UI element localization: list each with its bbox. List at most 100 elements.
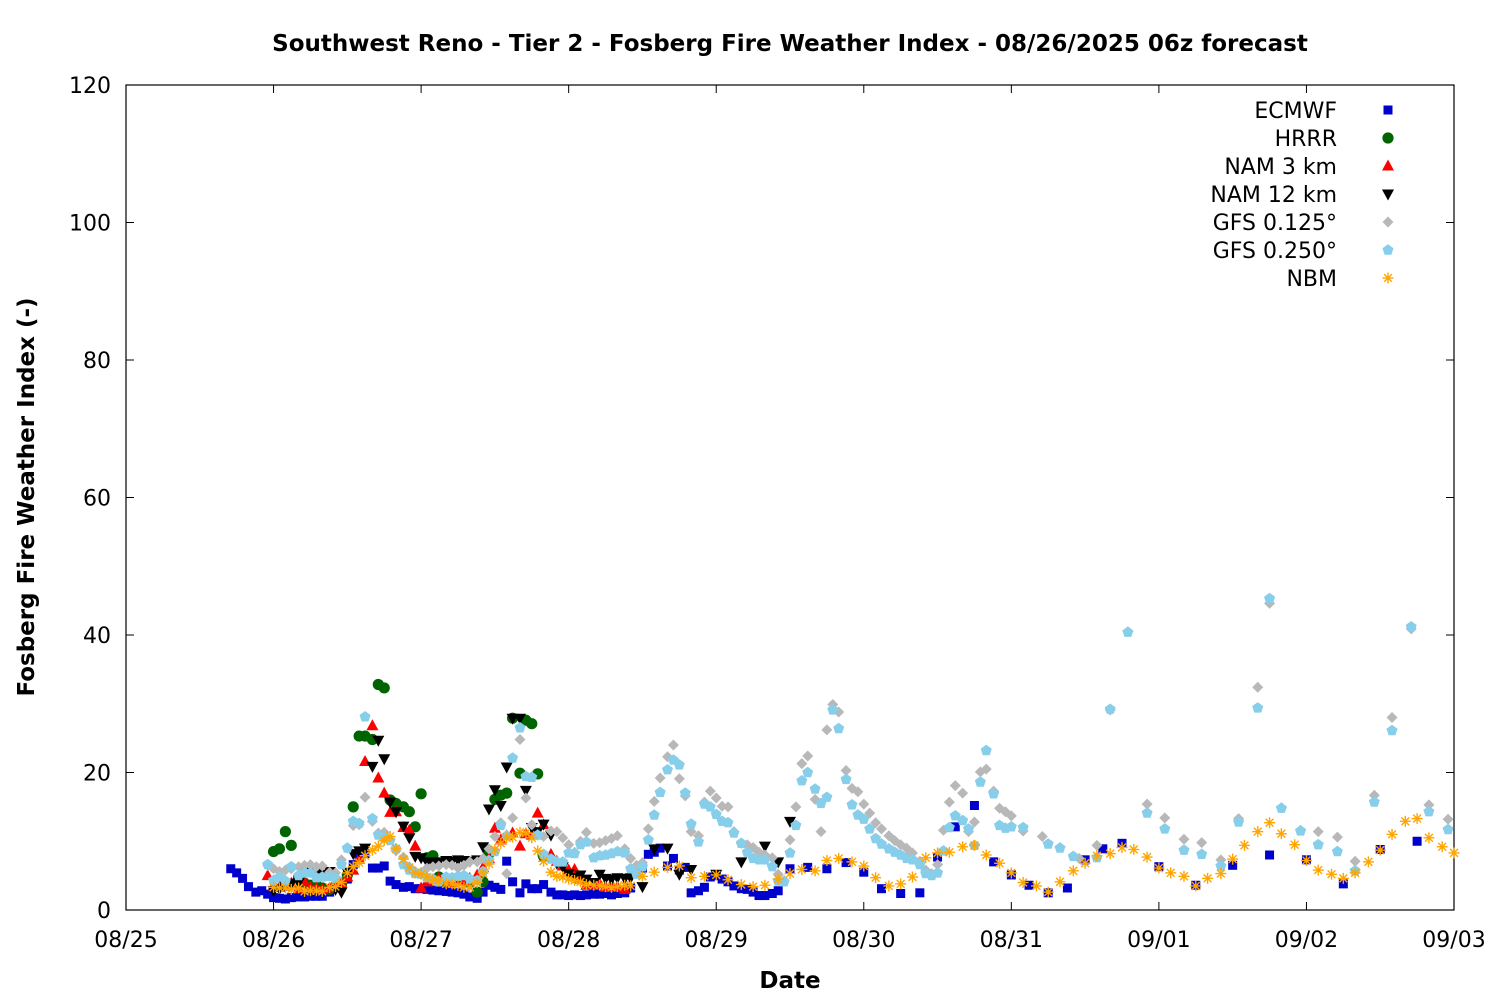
data-point [410,884,420,894]
series-layer [226,592,1460,904]
data-point [477,842,490,854]
data-point [833,722,845,734]
data-point [330,881,342,893]
data-point [679,787,691,798]
marker-stroke [533,846,543,856]
data-point [907,854,918,865]
series-nbm [268,813,1460,898]
marker-stroke [1290,840,1300,850]
data-point [433,860,445,872]
marker-stroke [1203,873,1212,883]
data-point [760,891,770,901]
data-point [694,886,704,896]
data-point [527,884,537,894]
marker-stroke [834,854,844,863]
legend-label: NBM [1286,267,1337,292]
data-point [1098,844,1108,854]
data-point [722,816,734,828]
marker-stroke [663,862,672,872]
data-point [784,816,796,828]
marker-stroke [1216,869,1226,878]
data-point [526,718,538,730]
data-point [735,879,747,891]
data-point [232,868,242,878]
data-point [710,792,722,804]
x-tick-label: 08/29 [685,928,748,953]
data-point [285,883,297,895]
marker-stroke [1117,843,1127,852]
marker-stroke [944,847,954,857]
data-point [1227,853,1239,865]
data-point [335,858,347,870]
data-point [980,763,992,775]
data-point [1275,828,1287,840]
marker-stroke [797,865,807,874]
data-point [968,839,980,851]
data-point [642,823,654,835]
marker-stroke [294,883,304,893]
legend-label: GFS 0.125° [1213,211,1337,236]
data-point [943,796,955,808]
data-point [833,852,845,864]
data-point [821,855,833,866]
y-tick-label: 0 [97,899,111,924]
data-point [699,882,709,892]
marker-stroke [700,871,709,881]
data-point [642,834,654,845]
data-point [372,840,384,852]
marker-stroke [933,848,942,858]
data-point [988,788,1000,799]
data-point [557,832,569,844]
data-point [1295,825,1307,836]
data-point [501,868,513,880]
data-point [366,844,378,856]
marker-stroke [1350,868,1360,878]
data-point [269,893,279,903]
data-point [685,872,697,884]
data-point [403,806,415,818]
marker-stroke [385,832,395,841]
data-point [802,766,814,778]
data-point [1062,883,1072,893]
data-point [1054,842,1066,853]
data-point [846,856,858,868]
data-point [895,878,907,890]
data-point [1122,626,1134,637]
legend-marker [1382,159,1394,171]
data-point [546,887,556,897]
data-point [1036,830,1048,842]
data-point [625,880,637,892]
marker-stroke [1179,871,1189,881]
data-point [495,819,507,831]
data-point [293,882,305,894]
data-point [1423,805,1435,817]
marker-stroke [686,873,696,883]
data-point [532,845,544,857]
data-point [943,846,955,858]
data-point [490,882,500,892]
legend-marker [1382,132,1394,144]
marker-stroke [1092,851,1102,861]
data-point [1128,844,1140,855]
data-point [409,839,422,851]
data-point [741,846,753,857]
x-tick-label: 08/31 [980,928,1043,953]
data-point [280,894,290,904]
data-point [957,814,969,826]
data-point [636,860,648,872]
data-point [366,812,378,824]
data-point [538,855,550,867]
data-point [391,880,401,890]
marker-stroke [1166,868,1176,878]
x-axis-title: Date [759,968,820,994]
data-point [680,862,690,872]
x-tick-label: 09/01 [1127,928,1190,953]
data-point [747,881,759,893]
marker-stroke [1302,856,1311,865]
data-point [858,798,870,810]
data-point [551,826,563,838]
data-point [1448,847,1460,859]
marker-stroke [465,882,475,892]
data-point [1362,856,1374,868]
